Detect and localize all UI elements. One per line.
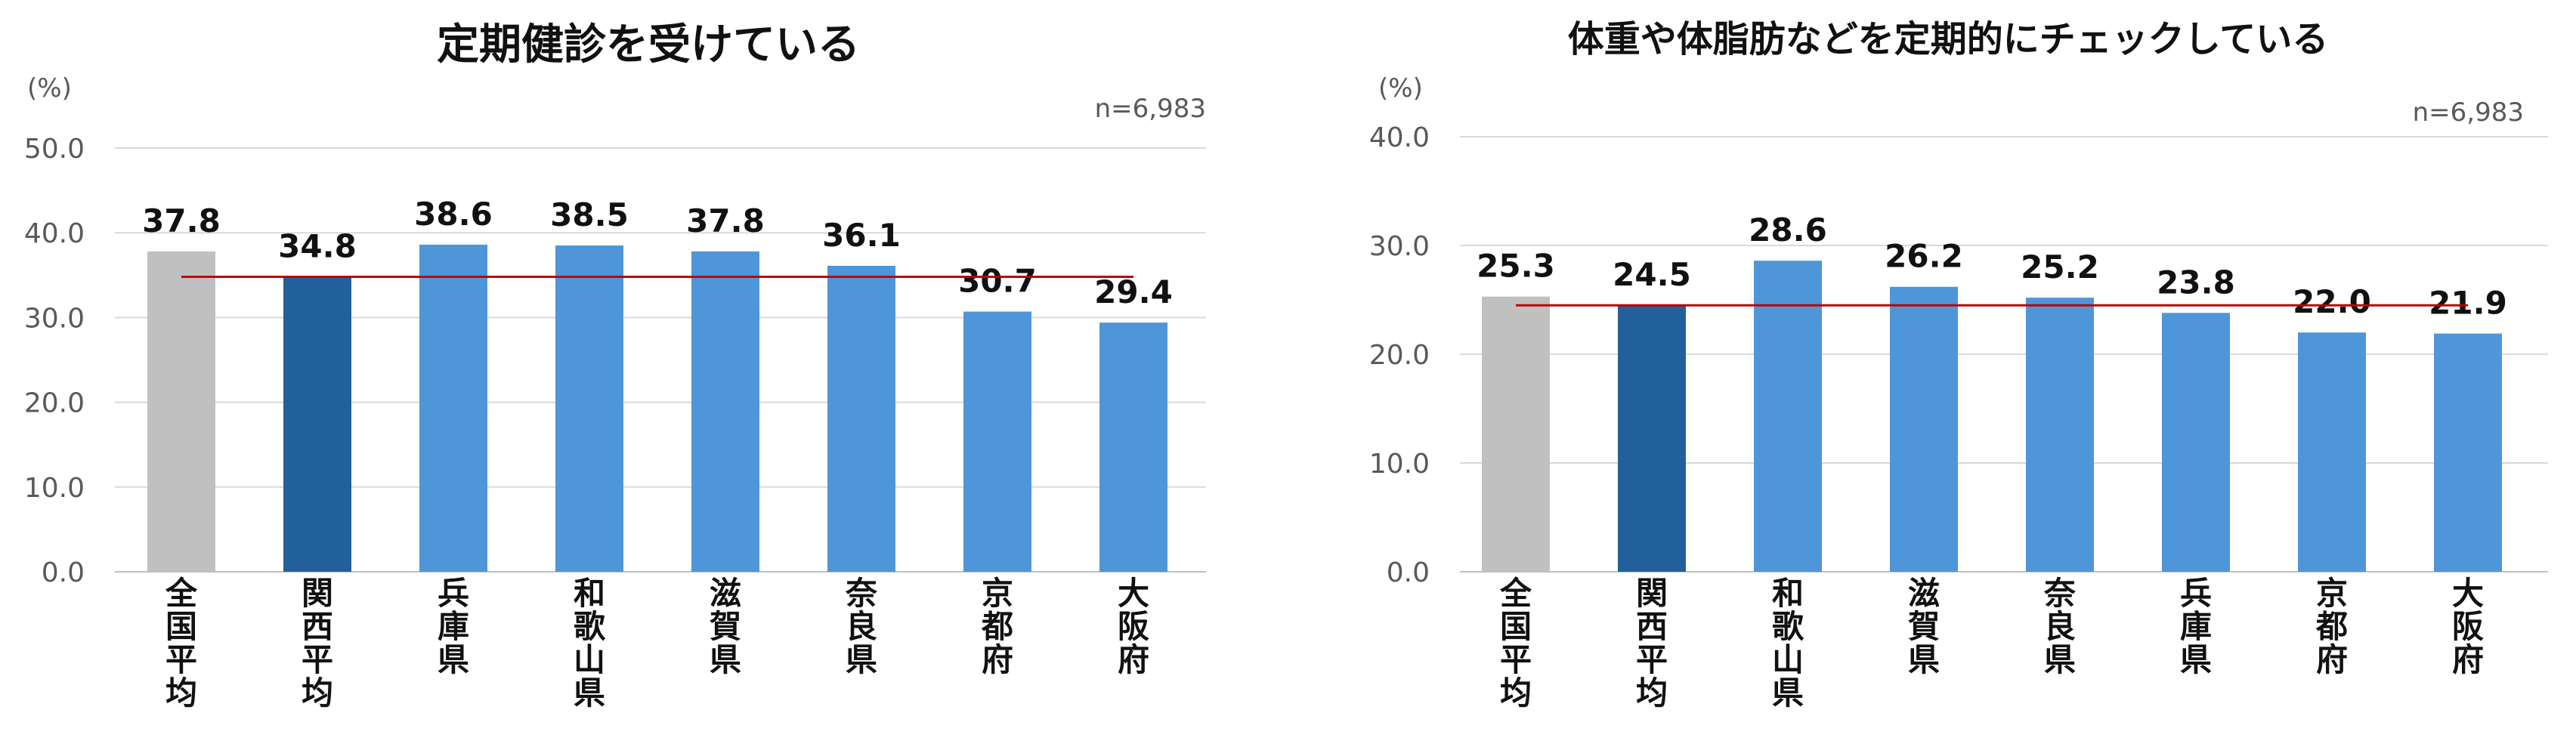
bar — [1618, 305, 1686, 572]
chart-title: 定期健診を受けている — [437, 20, 860, 69]
y-tick-label: 0.0 — [42, 557, 85, 588]
value-label: 36.1 — [822, 217, 901, 254]
value-label: 30.7 — [958, 263, 1037, 300]
y-tick-label: 30.0 — [24, 303, 85, 334]
y-tick-label: 50.0 — [24, 134, 85, 165]
bar — [1754, 261, 1822, 572]
sample-size-label: n=6,983 — [2413, 97, 2524, 128]
bar — [419, 244, 487, 572]
y-tick-label: 20.0 — [1369, 340, 1430, 371]
y-tick-label: 40.0 — [1369, 122, 1430, 153]
value-label: 22.0 — [2293, 283, 2371, 320]
bar — [2434, 333, 2502, 572]
y-tick-label: 20.0 — [24, 388, 85, 419]
value-label: 28.6 — [1749, 211, 1827, 248]
bar — [1482, 296, 1550, 572]
y-tick-label: 10.0 — [24, 473, 85, 504]
y-tick-label: 10.0 — [1369, 449, 1430, 480]
category-label: 兵庫県 — [438, 575, 469, 678]
chart-panel-weight-check: 体重や体脂肪などを定期的にチェックしている (%) n=6,983 0.0 10.… — [1288, 0, 2576, 750]
chart-title: 体重や体脂肪などを定期的にチェックしている — [1568, 18, 2329, 60]
bar — [1890, 286, 1958, 572]
bar — [827, 265, 895, 572]
category-label: 関西平均 — [1636, 575, 1668, 711]
category-label: 全国平均 — [165, 575, 198, 711]
category-label: 和歌山県 — [574, 575, 606, 711]
category-label: 和歌山県 — [1772, 575, 1804, 711]
value-label: 34.8 — [278, 228, 357, 265]
chart-weight-check: 体重や体脂肪などを定期的にチェックしている (%) n=6,983 0.0 10.… — [1369, 18, 2548, 711]
bar — [2162, 313, 2230, 572]
category-label: 奈良県 — [2043, 575, 2076, 678]
category-label: 全国平均 — [1499, 575, 1532, 711]
y-tick-label: 40.0 — [24, 218, 85, 249]
y-tick-label: 30.0 — [1369, 231, 1430, 262]
bar — [963, 311, 1031, 572]
category-label: 大阪府 — [2452, 575, 2484, 678]
chart-panel-health-checkup: 定期健診を受けている (%) n=6,983 0.0 10.0 20.0 30.0 40… — [24, 20, 1206, 711]
value-label: 38.5 — [550, 196, 629, 233]
category-label: 京都府 — [2315, 575, 2348, 678]
bar — [2298, 332, 2366, 572]
value-label: 29.4 — [1094, 273, 1173, 310]
bar — [2026, 298, 2094, 572]
bar — [555, 245, 623, 572]
value-label: 38.6 — [414, 196, 493, 233]
bar — [147, 251, 215, 572]
value-label: 37.8 — [142, 202, 221, 239]
value-label: 37.8 — [686, 202, 765, 239]
sample-size-label: n=6,983 — [1095, 94, 1206, 124]
chart-health-checkup: 定期健診を受けている (%) n=6,983 0.0 10.0 20.0 30.0 40… — [24, 20, 1206, 711]
category-label: 大阪府 — [1118, 575, 1149, 678]
category-label: 京都府 — [981, 575, 1013, 678]
category-label: 関西平均 — [302, 575, 333, 711]
y-tick-label: 0.0 — [1387, 557, 1430, 588]
value-label: 25.2 — [2021, 248, 2099, 285]
y-unit-label: (%) — [1378, 73, 1423, 103]
category-label: 兵庫県 — [2180, 575, 2212, 678]
value-label: 24.5 — [1613, 256, 1691, 293]
value-label: 25.3 — [1477, 248, 1555, 285]
bar — [283, 276, 351, 572]
value-label: 21.9 — [2429, 285, 2507, 322]
category-label: 滋賀県 — [1908, 575, 1940, 678]
y-unit-label: (%) — [27, 73, 72, 103]
bar — [1099, 323, 1167, 572]
category-label: 奈良県 — [845, 575, 877, 678]
bar — [691, 251, 759, 572]
value-label: 23.8 — [2157, 264, 2235, 301]
category-label: 滋賀県 — [710, 575, 741, 678]
value-label: 26.2 — [1885, 238, 1963, 275]
